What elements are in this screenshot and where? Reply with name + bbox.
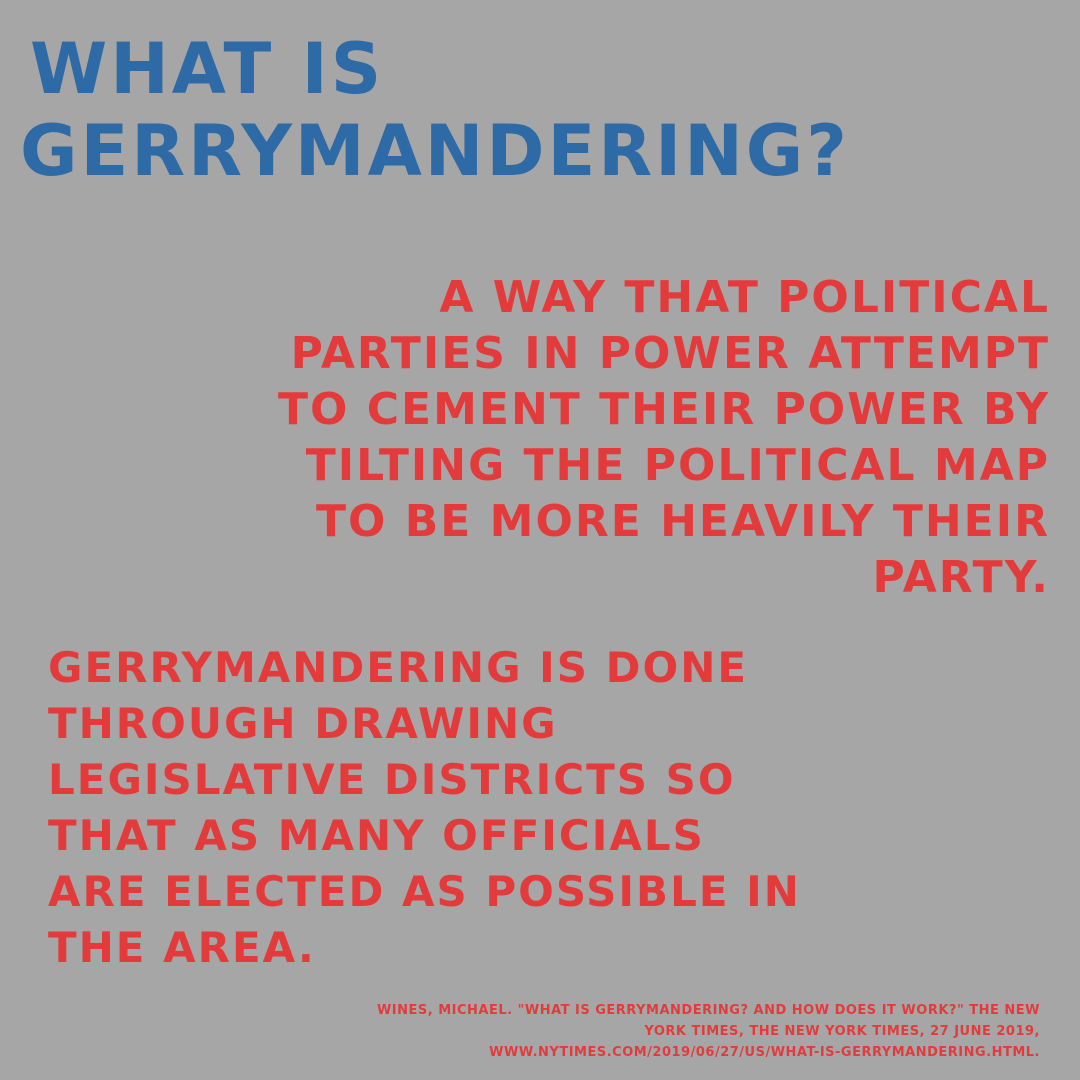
definition-line: TO CEMENT THEIR POWER BY	[278, 384, 1050, 435]
title-line-1: WHAT IS	[30, 28, 385, 110]
explanation-line: GERRYMANDERING IS DONE	[48, 643, 749, 692]
citation: WINES, MICHAEL. "WHAT IS GERRYMANDERING?…	[140, 1000, 1040, 1063]
page-title: WHAT IS GERRYMANDERING?	[20, 28, 850, 192]
definition-line: PARTIES IN POWER ATTEMPT	[290, 328, 1050, 379]
title-line-2: GERRYMANDERING?	[20, 110, 850, 192]
explanation-line: THAT AS MANY OFFICIALS	[48, 811, 705, 860]
explanation-line: ARE ELECTED AS POSSIBLE IN	[48, 867, 801, 916]
explanation-line: THROUGH DRAWING	[48, 699, 558, 748]
citation-line: WINES, MICHAEL. "WHAT IS GERRYMANDERING?…	[376, 1003, 1040, 1018]
definition-line: TILTING THE POLITICAL MAP	[305, 440, 1050, 491]
citation-line: YORK TIMES, THE NEW YORK TIMES, 27 JUNE …	[644, 1024, 1040, 1039]
definition-line: A WAY THAT POLITICAL	[439, 272, 1050, 323]
definition-line: TO BE MORE HEAVILY THEIR	[316, 496, 1050, 547]
citation-link: WWW.NYTIMES.COM/2019/06/27/US/WHAT-IS-GE…	[489, 1045, 1040, 1060]
explanation-text: GERRYMANDERING IS DONE THROUGH DRAWING L…	[48, 640, 1028, 976]
definition-text: A WAY THAT POLITICAL PARTIES IN POWER AT…	[150, 270, 1050, 606]
explanation-line: THE AREA.	[48, 923, 316, 972]
definition-line: PARTY.	[872, 552, 1050, 603]
explanation-line: LEGISLATIVE DISTRICTS SO	[48, 755, 736, 804]
